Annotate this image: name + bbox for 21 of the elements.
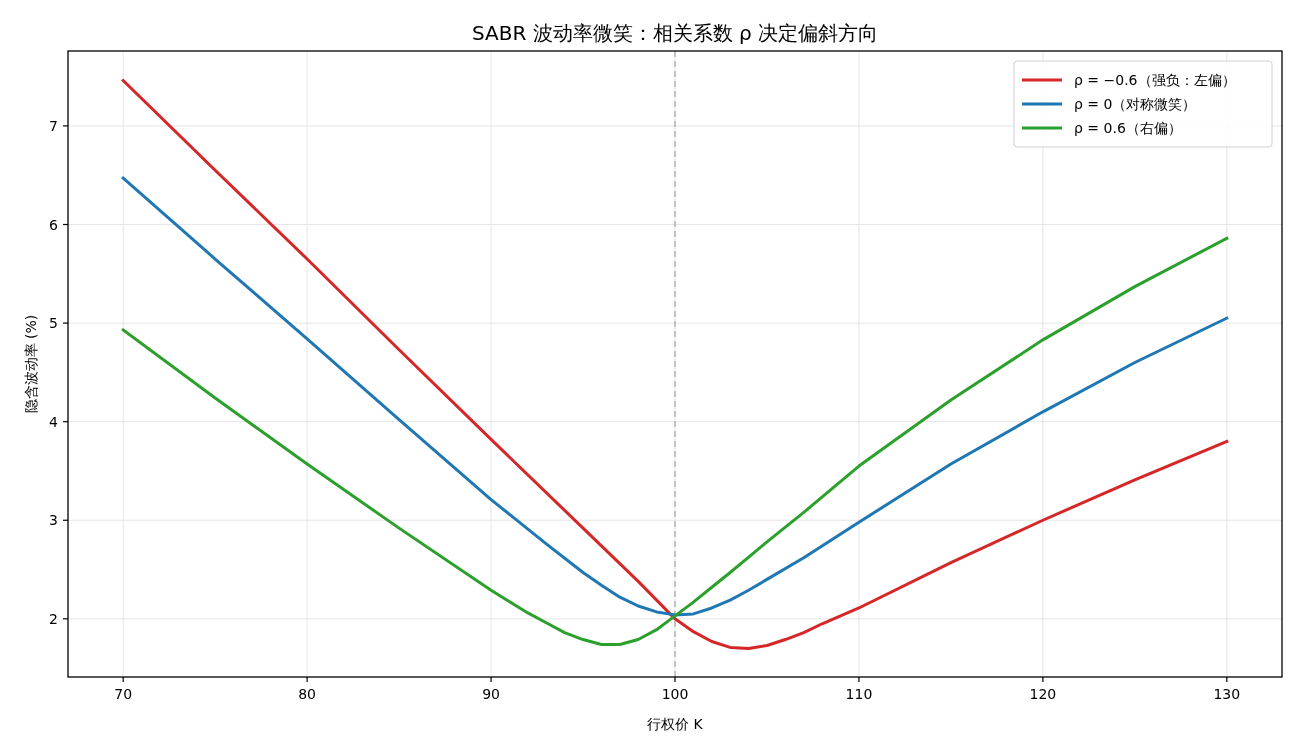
x-tick-label: 90: [482, 686, 500, 702]
x-axis-title: 行权价 K: [647, 716, 704, 732]
legend-label: ρ = −0.6（强负：左偏）: [1074, 72, 1236, 88]
y-tick-label: 7: [49, 117, 58, 134]
y-tick-label: 5: [49, 315, 58, 332]
y-tick-label: 2: [49, 610, 58, 627]
line-series: [121, 176, 1229, 617]
x-tick-label: 110: [845, 686, 873, 702]
x-tick-label: 120: [1029, 686, 1057, 702]
y-axis-title: 隐含波动率 (%): [23, 314, 39, 414]
x-tick-label: 70: [114, 686, 133, 702]
x-tick-label: 100: [661, 686, 689, 702]
y-tick-label: 4: [49, 413, 59, 430]
chart-title: SABR 波动率微笑：相关系数 ρ 决定偏斜方向: [471, 21, 879, 45]
y-tick-label: 3: [49, 512, 58, 529]
x-tick-label: 80: [298, 686, 317, 702]
line-series: [121, 236, 1229, 646]
y-tick-label: 6: [49, 216, 59, 233]
legend-label: ρ = 0.6（右偏）: [1074, 120, 1182, 136]
x-tick-label: 130: [1213, 686, 1241, 702]
legend-label: ρ = 0（对称微笑）: [1074, 96, 1197, 112]
